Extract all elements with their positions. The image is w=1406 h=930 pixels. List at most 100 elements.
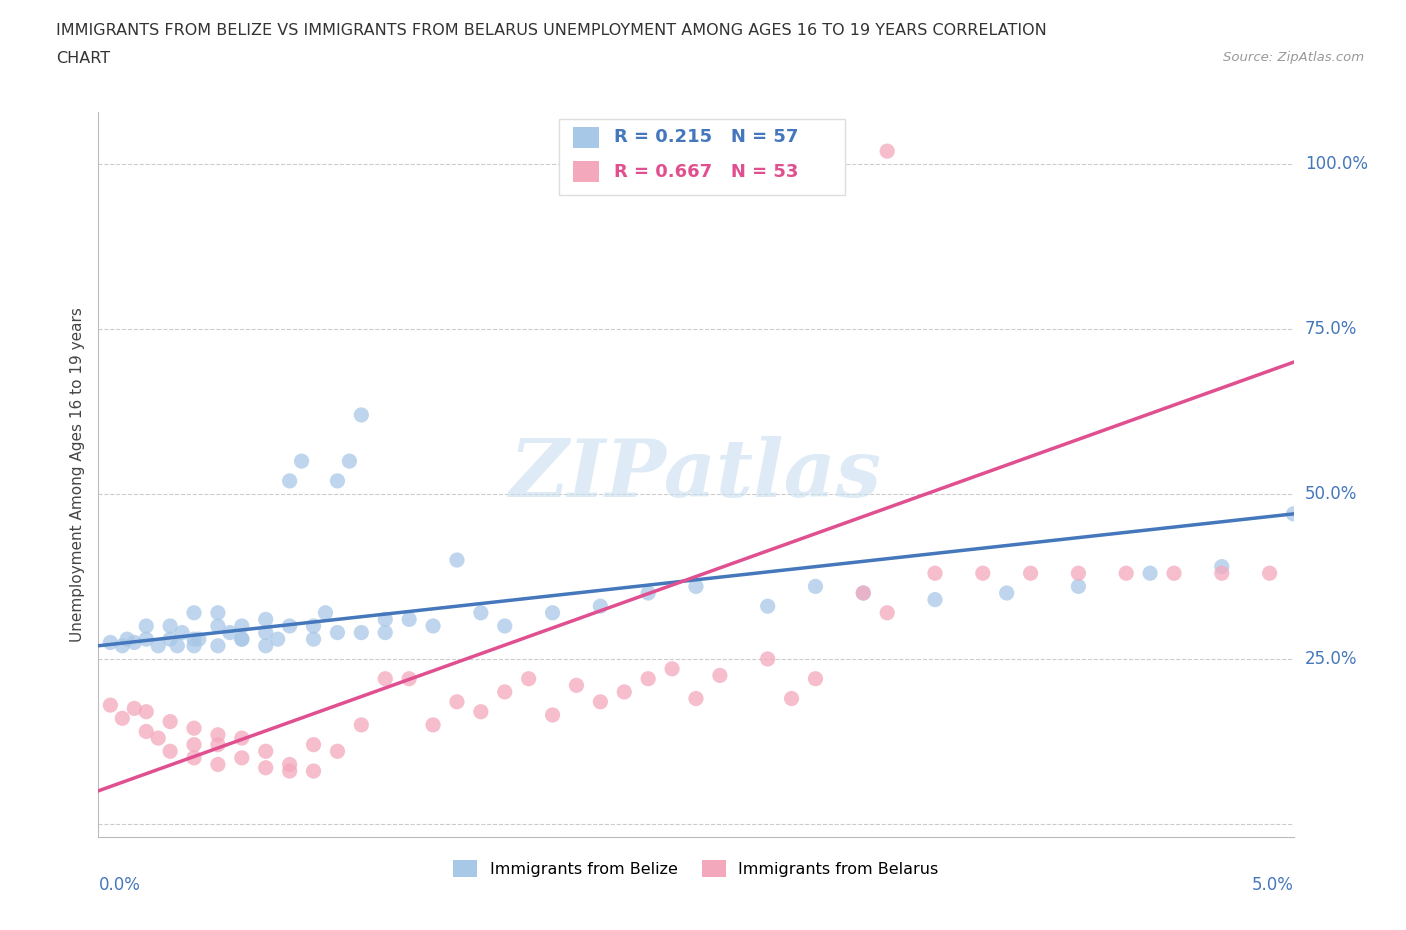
Text: ZIPatlas: ZIPatlas <box>510 435 882 513</box>
Point <box>278 764 301 778</box>
Point <box>517 671 540 686</box>
Point <box>111 711 134 725</box>
Point <box>111 638 134 653</box>
Legend: Immigrants from Belize, Immigrants from Belarus: Immigrants from Belize, Immigrants from … <box>447 854 945 883</box>
Point <box>1211 565 1233 580</box>
Point <box>183 721 205 736</box>
Point <box>804 579 827 594</box>
Bar <box>572 127 599 148</box>
Point <box>183 631 205 646</box>
Point <box>231 631 253 646</box>
Point <box>804 671 827 686</box>
Point <box>1258 565 1281 580</box>
Point <box>302 737 325 752</box>
Point <box>589 599 612 614</box>
Point <box>183 751 205 765</box>
Point <box>326 625 349 640</box>
Text: Source: ZipAtlas.com: Source: ZipAtlas.com <box>1223 51 1364 64</box>
Text: 5.0%: 5.0% <box>1251 876 1294 894</box>
Point <box>159 744 181 759</box>
Point <box>339 454 361 469</box>
Point <box>231 618 253 633</box>
Point <box>135 618 157 633</box>
Point <box>661 661 683 676</box>
Y-axis label: Unemployment Among Ages 16 to 19 years: Unemployment Among Ages 16 to 19 years <box>70 307 86 642</box>
Point <box>398 612 420 627</box>
Point <box>291 454 314 469</box>
Point <box>446 552 468 567</box>
Point <box>207 737 229 752</box>
Point <box>470 605 492 620</box>
Text: IMMIGRANTS FROM BELIZE VS IMMIGRANTS FROM BELARUS UNEMPLOYMENT AMONG AGES 16 TO : IMMIGRANTS FROM BELIZE VS IMMIGRANTS FRO… <box>56 23 1047 38</box>
Point <box>852 586 875 601</box>
Point <box>187 631 209 646</box>
Text: R = 0.215   N = 57: R = 0.215 N = 57 <box>613 128 797 147</box>
Point <box>398 671 420 686</box>
Point <box>1019 565 1042 580</box>
Point <box>231 731 253 746</box>
Point <box>326 473 349 488</box>
Point <box>278 618 301 633</box>
Point <box>315 605 337 620</box>
Point <box>374 671 396 686</box>
Point <box>1067 579 1090 594</box>
Point <box>183 638 205 653</box>
Point <box>709 668 731 683</box>
Point <box>637 671 659 686</box>
Point <box>172 625 194 640</box>
Point <box>852 586 875 601</box>
Point <box>876 144 898 159</box>
Point <box>159 714 181 729</box>
Point <box>302 764 325 778</box>
Point <box>166 638 188 653</box>
Point <box>924 565 946 580</box>
Point <box>148 638 170 653</box>
Point <box>124 635 146 650</box>
Point <box>135 631 157 646</box>
Point <box>302 631 325 646</box>
Point <box>613 684 636 699</box>
Point <box>148 731 170 746</box>
Point <box>98 698 122 712</box>
Point <box>924 592 946 607</box>
Point <box>685 579 707 594</box>
Point <box>350 625 373 640</box>
Point <box>278 473 301 488</box>
Point <box>302 618 325 633</box>
Point <box>135 724 157 739</box>
Point <box>780 691 803 706</box>
Point <box>374 625 396 640</box>
Point <box>446 695 468 710</box>
Point <box>350 407 373 422</box>
Point <box>159 631 181 646</box>
Point <box>565 678 588 693</box>
Point <box>254 761 277 776</box>
Text: 25.0%: 25.0% <box>1305 650 1357 668</box>
Point <box>1139 565 1161 580</box>
Point <box>876 605 898 620</box>
Point <box>207 727 229 742</box>
Point <box>1282 507 1305 522</box>
Text: CHART: CHART <box>56 51 110 66</box>
Point <box>207 638 229 653</box>
Point <box>1211 559 1233 574</box>
Point <box>589 695 612 710</box>
Point <box>756 599 779 614</box>
Bar <box>572 161 599 182</box>
Point <box>254 625 277 640</box>
FancyBboxPatch shape <box>558 119 845 195</box>
Point <box>183 737 205 752</box>
Point <box>374 612 396 627</box>
Point <box>685 691 707 706</box>
Point <box>350 717 373 732</box>
Point <box>1067 565 1090 580</box>
Point <box>541 605 564 620</box>
Point <box>422 717 444 732</box>
Text: 75.0%: 75.0% <box>1305 320 1357 339</box>
Point <box>231 751 253 765</box>
Point <box>207 757 229 772</box>
Text: R = 0.667   N = 53: R = 0.667 N = 53 <box>613 163 797 180</box>
Point <box>326 744 349 759</box>
Point <box>267 631 290 646</box>
Point <box>124 701 146 716</box>
